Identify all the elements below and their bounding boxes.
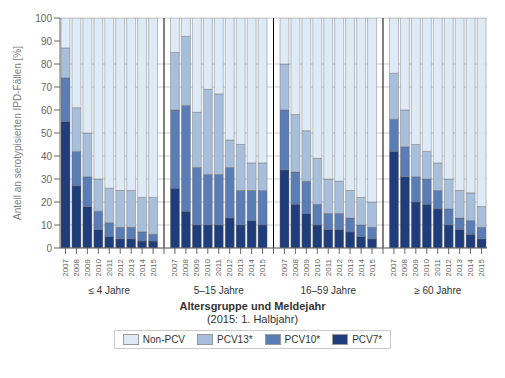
svg-text:2015: 2015 [477, 258, 486, 276]
svg-text:2013: 2013 [455, 258, 464, 276]
svg-text:2012: 2012 [116, 258, 125, 276]
svg-text:2013: 2013 [346, 258, 355, 276]
svg-text:2007: 2007 [170, 258, 179, 276]
html-text:(2015: 1. Halbjahr): (2015: 1. Halbjahr) [206, 313, 298, 325]
svg-text:2009: 2009 [83, 258, 92, 276]
svg-text:2015: 2015 [149, 258, 158, 276]
svg-text:80: 80 [41, 59, 53, 70]
svg-text:≤ 4 Jahre: ≤ 4 Jahre [88, 285, 130, 296]
svg-text:10: 10 [41, 220, 53, 231]
svg-text:2012: 2012 [225, 258, 234, 276]
svg-text:2010: 2010 [313, 258, 322, 276]
svg-text:50: 50 [41, 128, 53, 139]
svg-text:2014: 2014 [357, 258, 366, 276]
svg-text:2008: 2008 [400, 258, 409, 276]
svg-text:2012: 2012 [335, 258, 344, 276]
html-text:PCV7*: PCV7* [352, 334, 383, 345]
svg-text:2015: 2015 [258, 258, 267, 276]
svg-text:60: 60 [41, 105, 53, 116]
svg-text:40: 40 [41, 151, 53, 162]
svg-text:≥ 60 Jahre: ≥ 60 Jahre [414, 285, 462, 296]
svg-text:2012: 2012 [444, 258, 453, 276]
svg-text:2014: 2014 [138, 258, 147, 276]
svg-text:2008: 2008 [72, 258, 81, 276]
html-text:PCV13*: PCV13* [217, 334, 253, 345]
html-text:Non-PCV: Non-PCV [142, 334, 185, 345]
svg-text:0: 0 [46, 243, 52, 254]
svg-text:5–15 Jahre: 5–15 Jahre [194, 285, 244, 296]
svg-text:2014: 2014 [466, 258, 475, 276]
svg-text:30: 30 [41, 174, 53, 185]
svg-text:Anteil an serotypisierten IPD-: Anteil an serotypisierten IPD-Fällen [%] [12, 46, 23, 220]
html-text:Altersgruppe und Meldejahr: Altersgruppe und Meldejahr [179, 300, 326, 312]
svg-text:2013: 2013 [127, 258, 136, 276]
svg-text:2015: 2015 [368, 258, 377, 276]
svg-text:2007: 2007 [61, 258, 70, 276]
svg-text:2010: 2010 [203, 258, 212, 276]
svg-text:2010: 2010 [94, 258, 103, 276]
svg-text:100: 100 [35, 13, 52, 24]
svg-text:90: 90 [41, 36, 53, 47]
svg-text:2008: 2008 [181, 258, 190, 276]
svg-text:2007: 2007 [389, 258, 398, 276]
svg-text:2013: 2013 [236, 258, 245, 276]
html-text:PCV10*: PCV10* [284, 334, 321, 345]
svg-text:2011: 2011 [105, 258, 114, 276]
svg-text:2011: 2011 [214, 258, 223, 276]
svg-text:70: 70 [41, 82, 53, 93]
svg-text:2008: 2008 [291, 258, 300, 276]
svg-text:2011: 2011 [324, 258, 333, 276]
svg-text:2007: 2007 [280, 258, 289, 276]
svg-text:2009: 2009 [192, 258, 201, 276]
svg-text:20: 20 [41, 197, 53, 208]
svg-text:2011: 2011 [433, 258, 442, 276]
svg-text:2009: 2009 [302, 258, 311, 276]
svg-text:2014: 2014 [247, 258, 256, 276]
svg-text:16–59 Jahre: 16–59 Jahre [300, 285, 356, 296]
svg-text:2010: 2010 [422, 258, 431, 276]
svg-text:2009: 2009 [411, 258, 420, 276]
